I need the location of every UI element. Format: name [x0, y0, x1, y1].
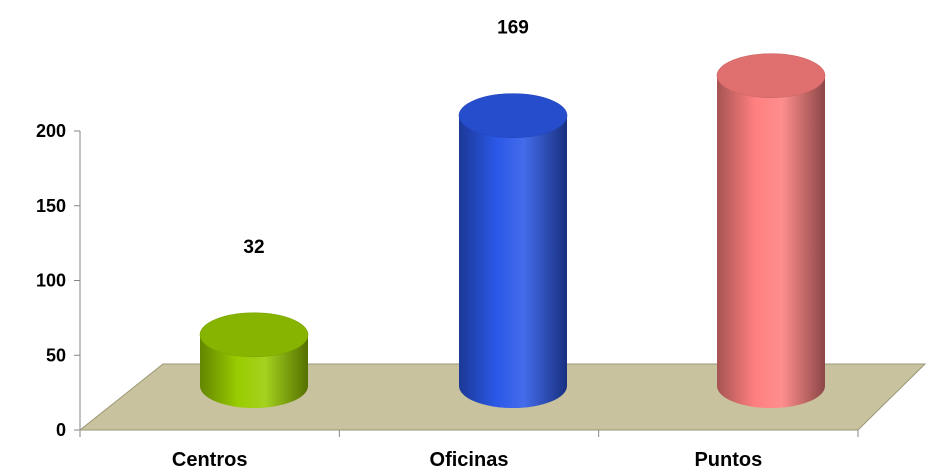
bar-centros	[199, 312, 309, 408]
y-tick-label: 0	[56, 420, 66, 440]
bar-body	[717, 75, 825, 408]
bar-puntos	[716, 53, 826, 408]
bar-top-cap	[458, 93, 568, 138]
bar-body	[459, 115, 567, 408]
y-tick-label: 100	[36, 271, 66, 291]
y-tick-label: 50	[46, 345, 66, 365]
x-tick-label-oficinas: Oficinas	[430, 449, 509, 470]
bar-oficinas	[458, 93, 568, 408]
x-tick-label-puntos: Puntos	[694, 449, 762, 470]
y-tick-label: 200	[36, 121, 66, 141]
x-tick-label-centros: Centros	[172, 449, 248, 470]
data-label-centros: 32	[243, 237, 264, 258]
data-label-oficinas: 169	[497, 18, 529, 39]
bar-top-cap	[199, 312, 309, 358]
y-tick-label: 150	[36, 196, 66, 216]
bar-top-cap	[716, 53, 826, 98]
